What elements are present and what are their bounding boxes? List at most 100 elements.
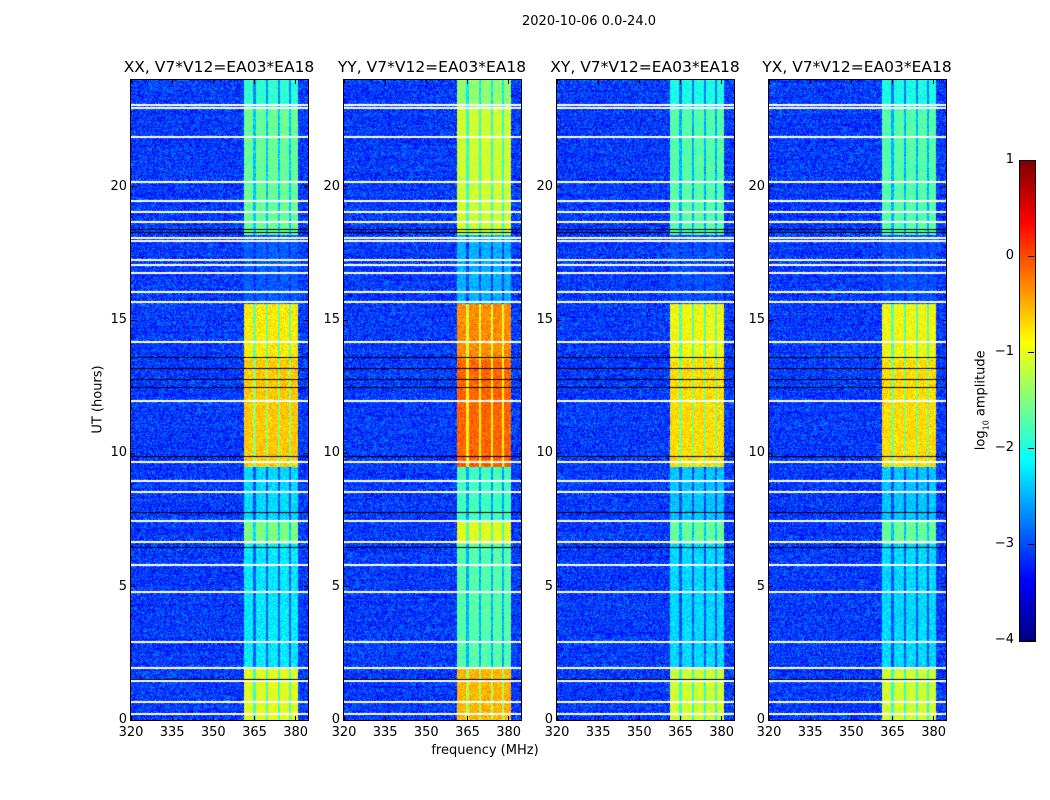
x-tick — [508, 716, 510, 720]
y-tick — [557, 719, 561, 721]
y-tick — [131, 719, 135, 721]
panel-title: YY, V7*V12=EA03*EA18 — [337, 58, 527, 76]
figure-title: 2020-10-06 0.0-24.0 — [522, 14, 656, 29]
x-tick-label: 350 — [200, 725, 226, 740]
x-tick — [850, 80, 852, 84]
heatmap-image — [344, 80, 521, 720]
y-tick — [344, 586, 348, 588]
x-tick-label: 320 — [118, 725, 144, 740]
x-tick-label: 350 — [626, 725, 652, 740]
y-tick-label: 20 — [110, 178, 127, 194]
x-tick — [425, 80, 427, 84]
y-tick — [304, 186, 308, 188]
panel-title: XX, V7*V12=EA03*EA18 — [123, 58, 315, 76]
y-tick — [131, 319, 135, 321]
heatmap-panel — [130, 79, 309, 721]
heatmap-image — [131, 80, 308, 720]
y-tick — [344, 719, 348, 721]
y-tick-label: 10 — [536, 445, 553, 461]
x-tick — [212, 80, 214, 84]
heatmap-panel — [768, 79, 947, 721]
x-tick — [809, 716, 811, 720]
x-tick — [933, 716, 935, 720]
y-tick — [942, 586, 946, 588]
y-tick-label: 0 — [756, 712, 765, 727]
colorbar-tick — [1028, 543, 1034, 545]
y-tick — [304, 719, 308, 721]
y-tick — [942, 186, 946, 188]
y-tick-label: 10 — [110, 445, 127, 461]
y-tick-label: 20 — [748, 178, 765, 194]
x-tick — [721, 80, 723, 84]
y-tick — [131, 186, 135, 188]
y-tick-label: 10 — [748, 445, 765, 461]
y-tick — [517, 586, 521, 588]
x-tick — [597, 80, 599, 84]
y-tick-label: 15 — [748, 312, 765, 327]
heatmap-image — [769, 80, 946, 720]
x-tick — [679, 80, 681, 84]
y-tick — [131, 586, 135, 588]
y-tick — [730, 719, 734, 721]
x-tick-label: 335 — [797, 725, 823, 740]
x-tick-label: 335 — [585, 725, 611, 740]
y-tick — [304, 319, 308, 321]
y-tick-label: 0 — [544, 712, 553, 727]
x-tick — [638, 80, 640, 84]
x-tick — [295, 716, 297, 720]
colorbar-tick-label: −4 — [994, 632, 1014, 647]
x-tick-label: 380 — [283, 725, 309, 740]
x-tick-label: 365 — [455, 725, 480, 740]
x-tick — [891, 80, 893, 84]
x-tick-label: 365 — [242, 725, 267, 740]
x-tick-label: 365 — [668, 725, 693, 740]
x-tick — [253, 716, 255, 720]
x-tick — [850, 716, 852, 720]
y-tick — [344, 452, 348, 454]
y-tick-label: 20 — [536, 178, 553, 194]
x-tick — [809, 80, 811, 84]
x-tick — [508, 80, 510, 84]
x-tick-label: 350 — [838, 725, 864, 740]
x-tick — [891, 716, 893, 720]
x-tick — [384, 716, 386, 720]
y-tick — [517, 452, 521, 454]
y-tick — [769, 319, 773, 321]
y-tick-label: 10 — [323, 445, 340, 461]
x-tick — [171, 716, 173, 720]
y-tick — [517, 719, 521, 721]
colorbar-tick — [1028, 639, 1034, 641]
y-tick — [769, 452, 773, 454]
panel-title: XY, V7*V12=EA03*EA18 — [550, 58, 740, 76]
y-tick — [557, 452, 561, 454]
y-tick — [557, 319, 561, 321]
colorbar-tick-label: 1 — [1005, 152, 1014, 167]
y-tick — [942, 319, 946, 321]
colorbar-tick — [1028, 159, 1034, 161]
x-tick — [295, 80, 297, 84]
heatmap-panel — [556, 79, 735, 721]
y-tick-label: 15 — [110, 312, 127, 327]
y-tick — [304, 452, 308, 454]
x-axis-label: frequency (MHz) — [431, 743, 539, 758]
heatmap-panel — [343, 79, 522, 721]
heatmap-image — [557, 80, 734, 720]
colorbar-label: log10 amplitude — [973, 350, 991, 451]
x-tick — [171, 80, 173, 84]
y-tick-label: 15 — [536, 312, 553, 327]
x-tick — [130, 716, 132, 720]
y-tick — [942, 719, 946, 721]
y-tick — [769, 586, 773, 588]
y-tick-label: 0 — [118, 712, 127, 727]
x-tick-label: 350 — [413, 725, 439, 740]
y-tick-label: 15 — [323, 312, 340, 327]
y-tick-label: 0 — [331, 712, 340, 727]
x-tick — [343, 716, 345, 720]
y-tick — [517, 319, 521, 321]
x-tick-label: 320 — [544, 725, 570, 740]
colorbar-tick-label: 0 — [1005, 248, 1014, 263]
colorbar-tick — [1028, 255, 1034, 257]
panel-title: YX, V7*V12=EA03*EA18 — [762, 58, 952, 76]
y-tick-label: 20 — [323, 178, 340, 194]
